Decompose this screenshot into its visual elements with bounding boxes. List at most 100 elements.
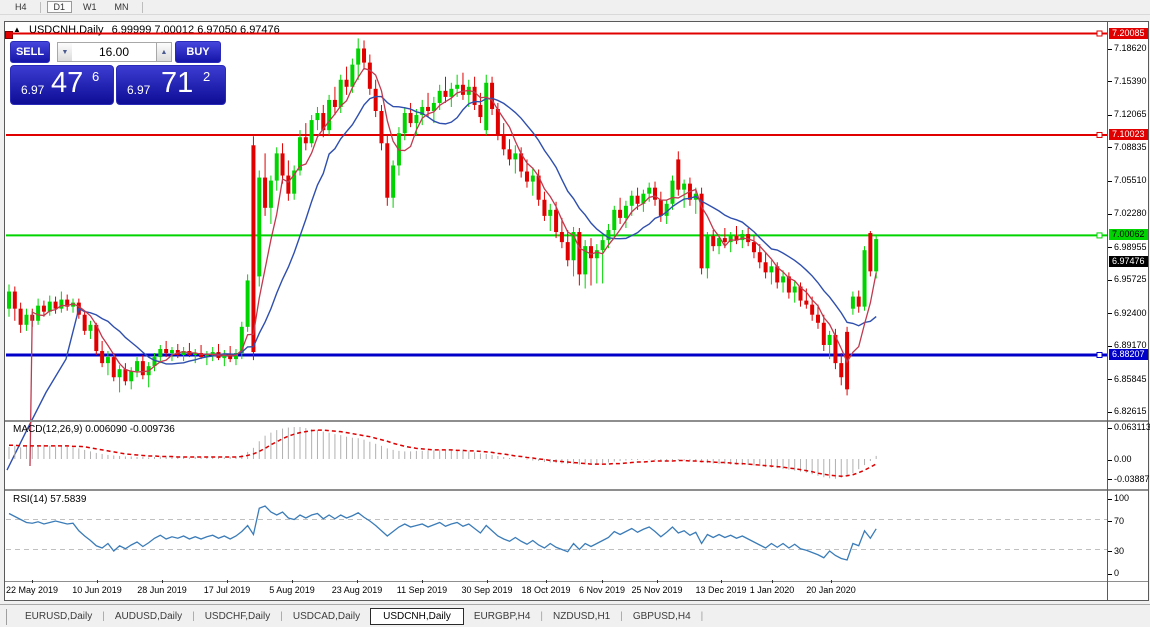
sell-price-button[interactable]: 6.97 47 6 [10, 65, 114, 105]
sell-price-prefix: 6.97 [21, 83, 45, 97]
chart-tab-nzdusd[interactable]: NZDUSD,H1 [553, 611, 611, 622]
date-label: 13 Dec 2019 [695, 585, 747, 595]
axis-tick [1108, 213, 1112, 215]
axis-tick [1108, 427, 1112, 429]
price-tick-label: 6.82615 [1114, 406, 1147, 417]
tab-separator: | [192, 611, 195, 622]
date-tick [546, 580, 547, 583]
chart-tab-usdcad[interactable]: USDCAD,Daily [292, 611, 361, 622]
chart-tab-gbpusd[interactable]: GBPUSD,H4 [632, 611, 691, 622]
macd-axis-label: 0.00 [1114, 454, 1132, 464]
level-line-handle[interactable] [1096, 351, 1103, 358]
price-tick-label: 6.92400 [1114, 307, 1147, 318]
date-tick [772, 580, 773, 583]
chevron-down-icon: ▼ [61, 48, 69, 56]
sell-button[interactable]: SELL [10, 41, 50, 63]
axis-tick [1108, 48, 1112, 50]
axis-tick [1108, 147, 1112, 149]
candlesticks [7, 38, 879, 396]
date-label: 11 Sep 2019 [396, 585, 448, 595]
date-label: 28 Jun 2019 [137, 585, 187, 595]
date-tick [162, 580, 163, 583]
date-label: 30 Sep 2019 [461, 585, 513, 595]
date-label: 5 Aug 2019 [269, 585, 315, 595]
current-price-badge: 6.97476 [1109, 255, 1148, 267]
buy-price-digits: 71 [161, 67, 194, 99]
rsi-panel[interactable] [6, 491, 1107, 581]
price-tick-label: 6.85845 [1114, 373, 1147, 384]
axis-tick [1108, 551, 1112, 552]
chart-tab-audusd[interactable]: AUDUSD,Daily [114, 611, 183, 622]
symbol-marker-icon: ▲ [13, 25, 21, 34]
date-tick [422, 580, 423, 583]
level-line-handle[interactable] [1096, 30, 1103, 37]
sell-price-pip: 6 [92, 69, 100, 84]
date-label: 25 Nov 2019 [631, 585, 683, 595]
tab-separator: | [700, 611, 704, 622]
macd-axis-label: 0.063113 [1114, 422, 1150, 432]
sell-price-digits: 47 [51, 67, 84, 99]
price-level-badge-7.10023: 7.10023 [1109, 128, 1148, 140]
timeframe-button-d1[interactable]: D1 [46, 1, 73, 13]
axis-tick [1108, 498, 1112, 500]
price-tick-label: 7.08835 [1114, 141, 1147, 152]
axis-tick [1108, 521, 1112, 522]
panel-divider[interactable] [5, 489, 1148, 491]
volume-input[interactable]: 16.00 [72, 42, 156, 62]
buy-price-button[interactable]: 6.97 71 2 [116, 65, 226, 105]
price-tick-label: 7.05510 [1114, 175, 1147, 186]
price-tick-label: 7.02280 [1114, 208, 1147, 219]
date-tick [32, 580, 33, 583]
timeframe-button-mn[interactable]: MN [114, 2, 129, 12]
macd-panel[interactable] [6, 422, 1107, 489]
date-tick [97, 580, 98, 583]
chart-tab-usdcnh[interactable]: USDCNH,Daily [370, 607, 464, 625]
price-tick-label: 7.12065 [1114, 109, 1147, 120]
rsi-label: RSI(14) 57.5839 [13, 494, 87, 505]
ma-fast-line [29, 67, 877, 467]
price-tick-label: 7.15390 [1114, 75, 1147, 86]
price-tick-label: 6.98955 [1114, 241, 1147, 252]
chart-tab-eurgbp[interactable]: EURGBP,H4 [473, 611, 531, 622]
panel-divider[interactable] [5, 420, 1148, 422]
buy-price-pip: 2 [203, 69, 211, 84]
axis-tick [1108, 459, 1112, 461]
date-tick [602, 580, 603, 583]
price-tick-label: 6.95725 [1114, 274, 1147, 285]
date-label: 1 Jan 2020 [749, 585, 795, 595]
axis-tick [1108, 247, 1112, 249]
one-click-trade-panel: SELL ▼ 16.00 ▲ BUY 6.97 47 6 6.97 71 2 [10, 41, 226, 105]
hline-anchor-handle[interactable] [5, 31, 13, 39]
price-tick-label: 7.18620 [1114, 43, 1147, 54]
buy-button[interactable]: BUY [175, 41, 221, 63]
chart-tab-usdchf[interactable]: USDCHF,Daily [204, 611, 271, 622]
axis-tick [1108, 81, 1112, 83]
date-tick [721, 580, 722, 583]
tab-separator: | [540, 611, 544, 622]
axis-tick [1108, 379, 1112, 381]
chevron-up-icon: ▲ [160, 48, 168, 56]
date-tick [292, 580, 293, 583]
axis-tick [1108, 479, 1112, 481]
timeframe-button-h4[interactable]: H4 [15, 2, 27, 12]
timeframe-toolbar: H4 D1 W1 MN [0, 0, 1150, 15]
date-label: 6 Nov 2019 [578, 585, 626, 595]
volume-decrease-button[interactable]: ▼ [57, 42, 72, 62]
level-line-handle[interactable] [1096, 232, 1103, 239]
volume-increase-button[interactable]: ▲ [156, 42, 172, 62]
chart-window: ▲ USDCNH,Daily 6.99999 7.00012 6.97050 6.… [4, 21, 1150, 601]
price-chart[interactable] [6, 22, 1107, 471]
buy-price-prefix: 6.97 [127, 83, 151, 97]
axis-tick [1108, 573, 1112, 575]
tab-scroll-handle[interactable] [0, 608, 7, 625]
axis-tick [1108, 180, 1112, 182]
price-tick-label: 6.89170 [1114, 340, 1147, 351]
chart-tab-eurusd[interactable]: EURUSD,Daily [25, 611, 93, 622]
date-tick [227, 580, 228, 583]
date-axis[interactable]: 22 May 2019 10 Jun 2019 28 Jun 2019 17 Jul … [5, 580, 1148, 600]
timeframe-button-w1[interactable]: W1 [83, 2, 97, 12]
level-line-handle[interactable] [1096, 131, 1103, 138]
axis-tick [1108, 345, 1112, 347]
date-label: 20 Jan 2020 [806, 585, 856, 595]
